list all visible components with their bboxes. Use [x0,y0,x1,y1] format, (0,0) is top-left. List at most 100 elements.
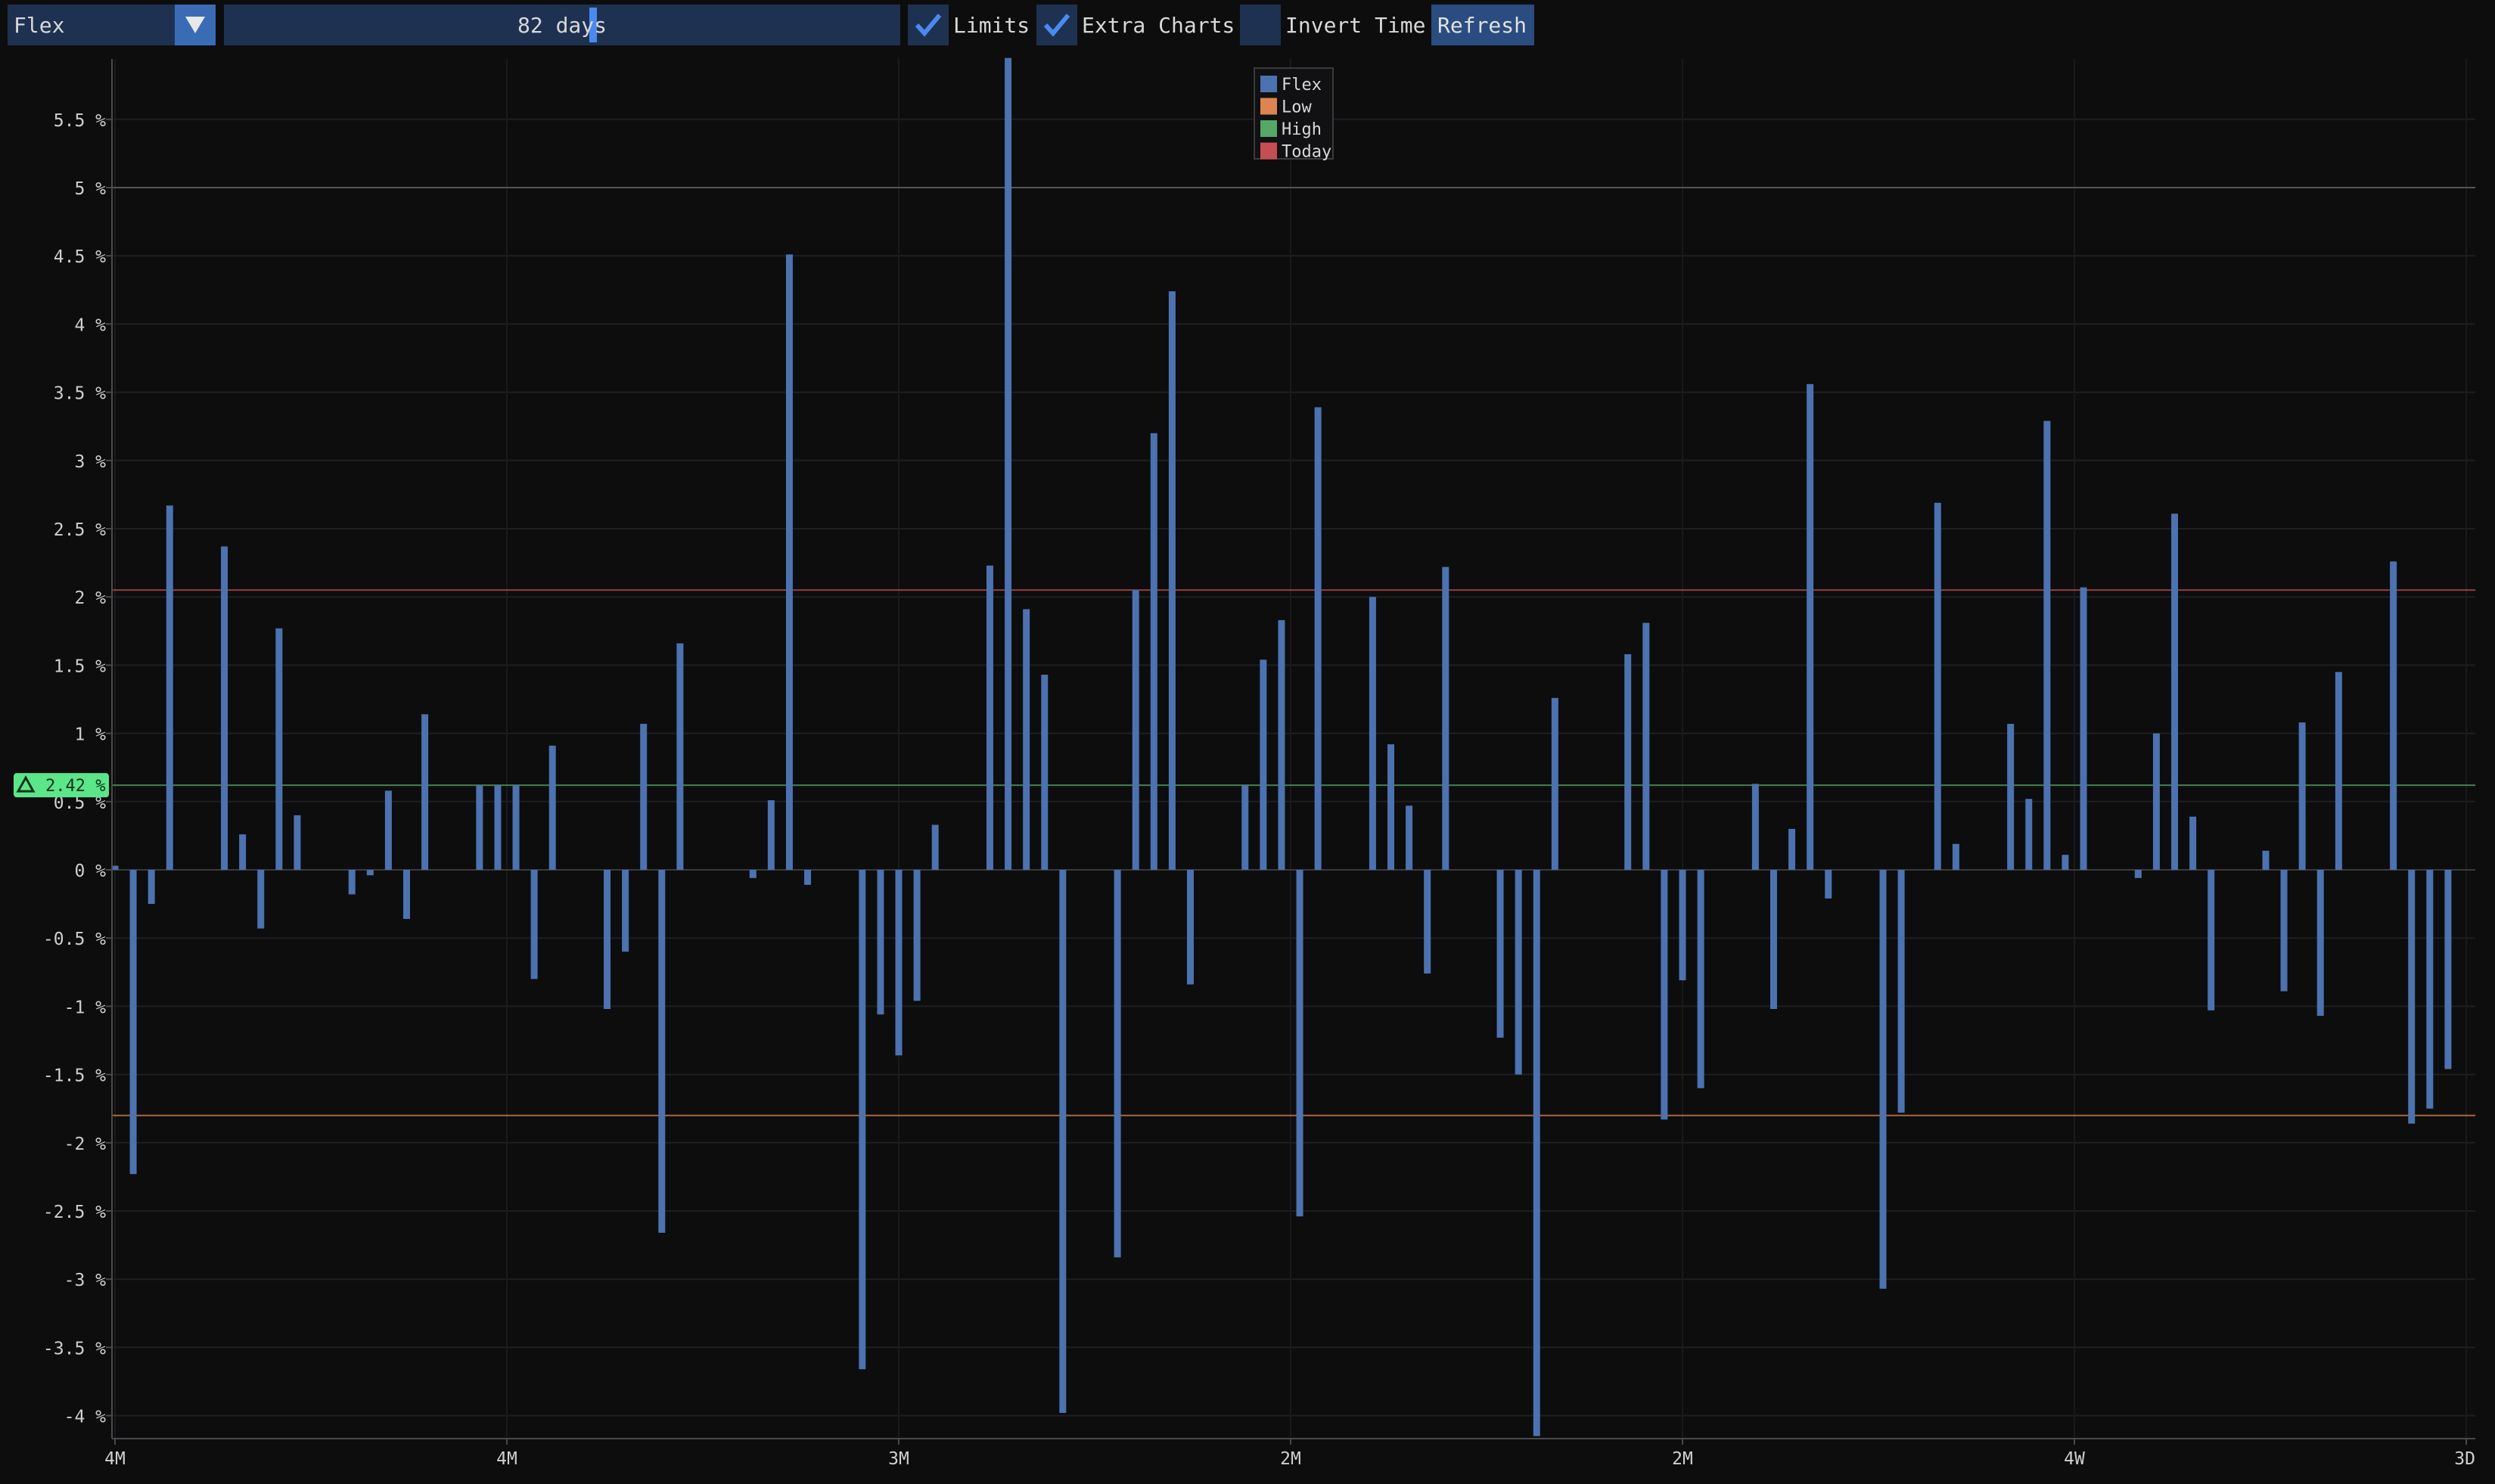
limits-checkbox[interactable] [908,5,949,45]
days-slider[interactable]: 82 days [224,5,900,45]
triangle-up-icon [16,775,36,793]
bar [548,745,556,870]
legend-swatch [1260,120,1277,137]
checkmark-icon [1043,14,1070,37]
limits-label: Limits [953,13,1030,38]
reference-lines [112,187,2475,1116]
bar [129,870,137,1175]
y-tick-label: 3.5 % [54,384,106,404]
bar [1241,785,1249,870]
bars [111,57,2452,1436]
triangle-down-icon[interactable] [175,5,216,45]
bar [1515,870,1522,1075]
x-tick-label: 2M [1672,1449,1693,1469]
bar [1424,870,1431,974]
bar [1150,433,1157,870]
bar [1314,407,1322,870]
bar [2208,870,2215,1011]
bar [1952,843,1959,870]
bar [1168,291,1176,870]
bar [1278,619,1285,870]
legend-swatch [1260,76,1277,92]
y-tick-label: 4 % [74,315,106,335]
bar [640,723,648,870]
bar [2134,870,2142,878]
bar [2043,421,2051,870]
value-marker-tag [14,773,109,798]
refresh-button[interactable]: Refresh [1431,5,1534,45]
bar [2262,850,2270,870]
legend-swatch [1260,142,1277,160]
invert-time-label: Invert Time [1285,13,1426,38]
bar [877,870,884,1015]
y-tick-label: 0 % [74,862,106,881]
bar [1879,870,1887,1289]
bar [1788,828,1796,870]
bar [658,870,666,1233]
y-tick-label: 3 % [74,452,106,472]
bar [2189,816,2197,870]
y-tick-label: -4 % [64,1408,107,1427]
bar [676,643,684,870]
legend[interactable]: Flex Low High Today [1254,67,1334,162]
bar [2025,799,2033,870]
bar [1661,870,1668,1120]
invert-time-checkbox[interactable] [1240,5,1281,45]
axes: 5.5 % 5 % 4.5 % 4 % 3.5 % 3 % 2.5 % 2 % 1.5 % 1 %… [43,59,2475,1469]
y-tick-label: -1.5 % [43,1066,106,1086]
bar [1023,609,1030,870]
extra-charts-checkbox[interactable] [1036,5,1077,45]
bar [1059,870,1067,1413]
y-tick-label: 2 % [74,588,106,608]
bar [2444,870,2452,1070]
bar [767,799,775,870]
legend-label: High [1282,120,1322,139]
chart[interactable]: 5.5 % 5 % 4.5 % 4 % 3.5 % 3 % 2.5 % 2 % 1.5 % 1 %… [0,48,2495,1484]
bar [294,815,301,870]
grid [112,59,2475,1439]
bar [221,546,228,870]
bar [2007,723,2015,870]
bar [1934,502,1941,870]
bar [1296,870,1303,1217]
days-slider-label: 82 days [517,13,607,38]
bar [1825,870,1832,899]
bar [1260,660,1267,870]
y-tick-label: 1.5 % [54,657,106,676]
x-tick-label: 4W [2064,1449,2085,1469]
bar [859,870,866,1370]
bar [2152,733,2160,870]
bar [421,714,429,870]
days-slider-grab[interactable] [589,8,597,42]
series-combo[interactable]: Flex [8,5,216,45]
y-tick-label: -2.5 % [43,1203,106,1222]
bar [1751,784,1759,870]
bar [1679,870,1686,981]
bar [275,628,283,870]
y-tick-label: 2.5 % [54,520,106,540]
bar [1132,590,1139,870]
x-tick-label: 3D [2454,1449,2475,1469]
y-tick-label: 5.5 % [54,111,106,131]
bar [1807,383,1814,870]
y-tick-label: 1 % [74,725,106,745]
legend-label: Flex [1282,76,1322,95]
bar [785,254,793,870]
bar [1533,870,1540,1436]
bar [931,824,939,870]
bar [1387,744,1395,870]
x-tick-label: 3M [888,1449,909,1469]
bar [1406,806,1413,870]
y-tick-label: 5 % [74,179,106,199]
bar [348,870,356,895]
legend-label: Low [1282,98,1312,117]
bar [384,790,392,870]
bar [111,865,119,870]
bar [1642,622,1650,870]
bar [148,870,155,905]
bar [604,870,611,1010]
bar [749,870,757,878]
bar [166,505,173,870]
bar [2298,722,2306,870]
bar [1005,57,1012,871]
